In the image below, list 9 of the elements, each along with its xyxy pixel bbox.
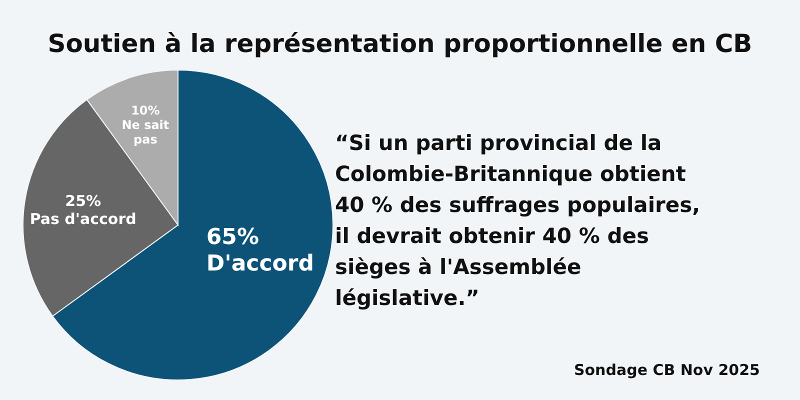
slice-label: Pas d'accord: [30, 210, 136, 228]
text: Soutien à la représentation proportionnelle en CB: [48, 29, 752, 58]
slice-label: D'accord: [206, 252, 314, 277]
slice-label: Ne sait pas: [122, 118, 170, 146]
data-label: 10%: [131, 104, 160, 118]
data-label: 25%: [65, 192, 102, 210]
text: Sondage CB Nov 2025: [574, 361, 760, 379]
data-label: 65%: [206, 225, 260, 250]
text: “Si un parti provincial de la Colombie-Britannique obtient 40 % des suffrages populaires, il devrait obtenir 40 % des sièges à l'Assemblée législative.”: [335, 131, 700, 310]
